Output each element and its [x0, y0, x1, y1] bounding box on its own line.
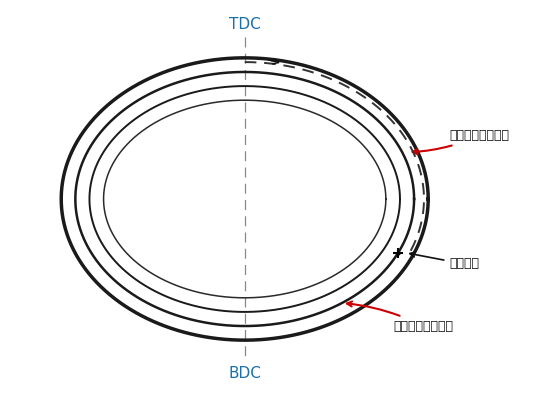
Text: 从发动机底部穿绕: 从发动机底部穿绕 [347, 301, 453, 333]
Text: 向发动机上部穿绕: 向发动机上部穿绕 [413, 129, 510, 154]
Text: 探孔位置: 探孔位置 [410, 252, 479, 271]
Text: BDC: BDC [228, 365, 261, 380]
Text: TDC: TDC [229, 18, 260, 33]
